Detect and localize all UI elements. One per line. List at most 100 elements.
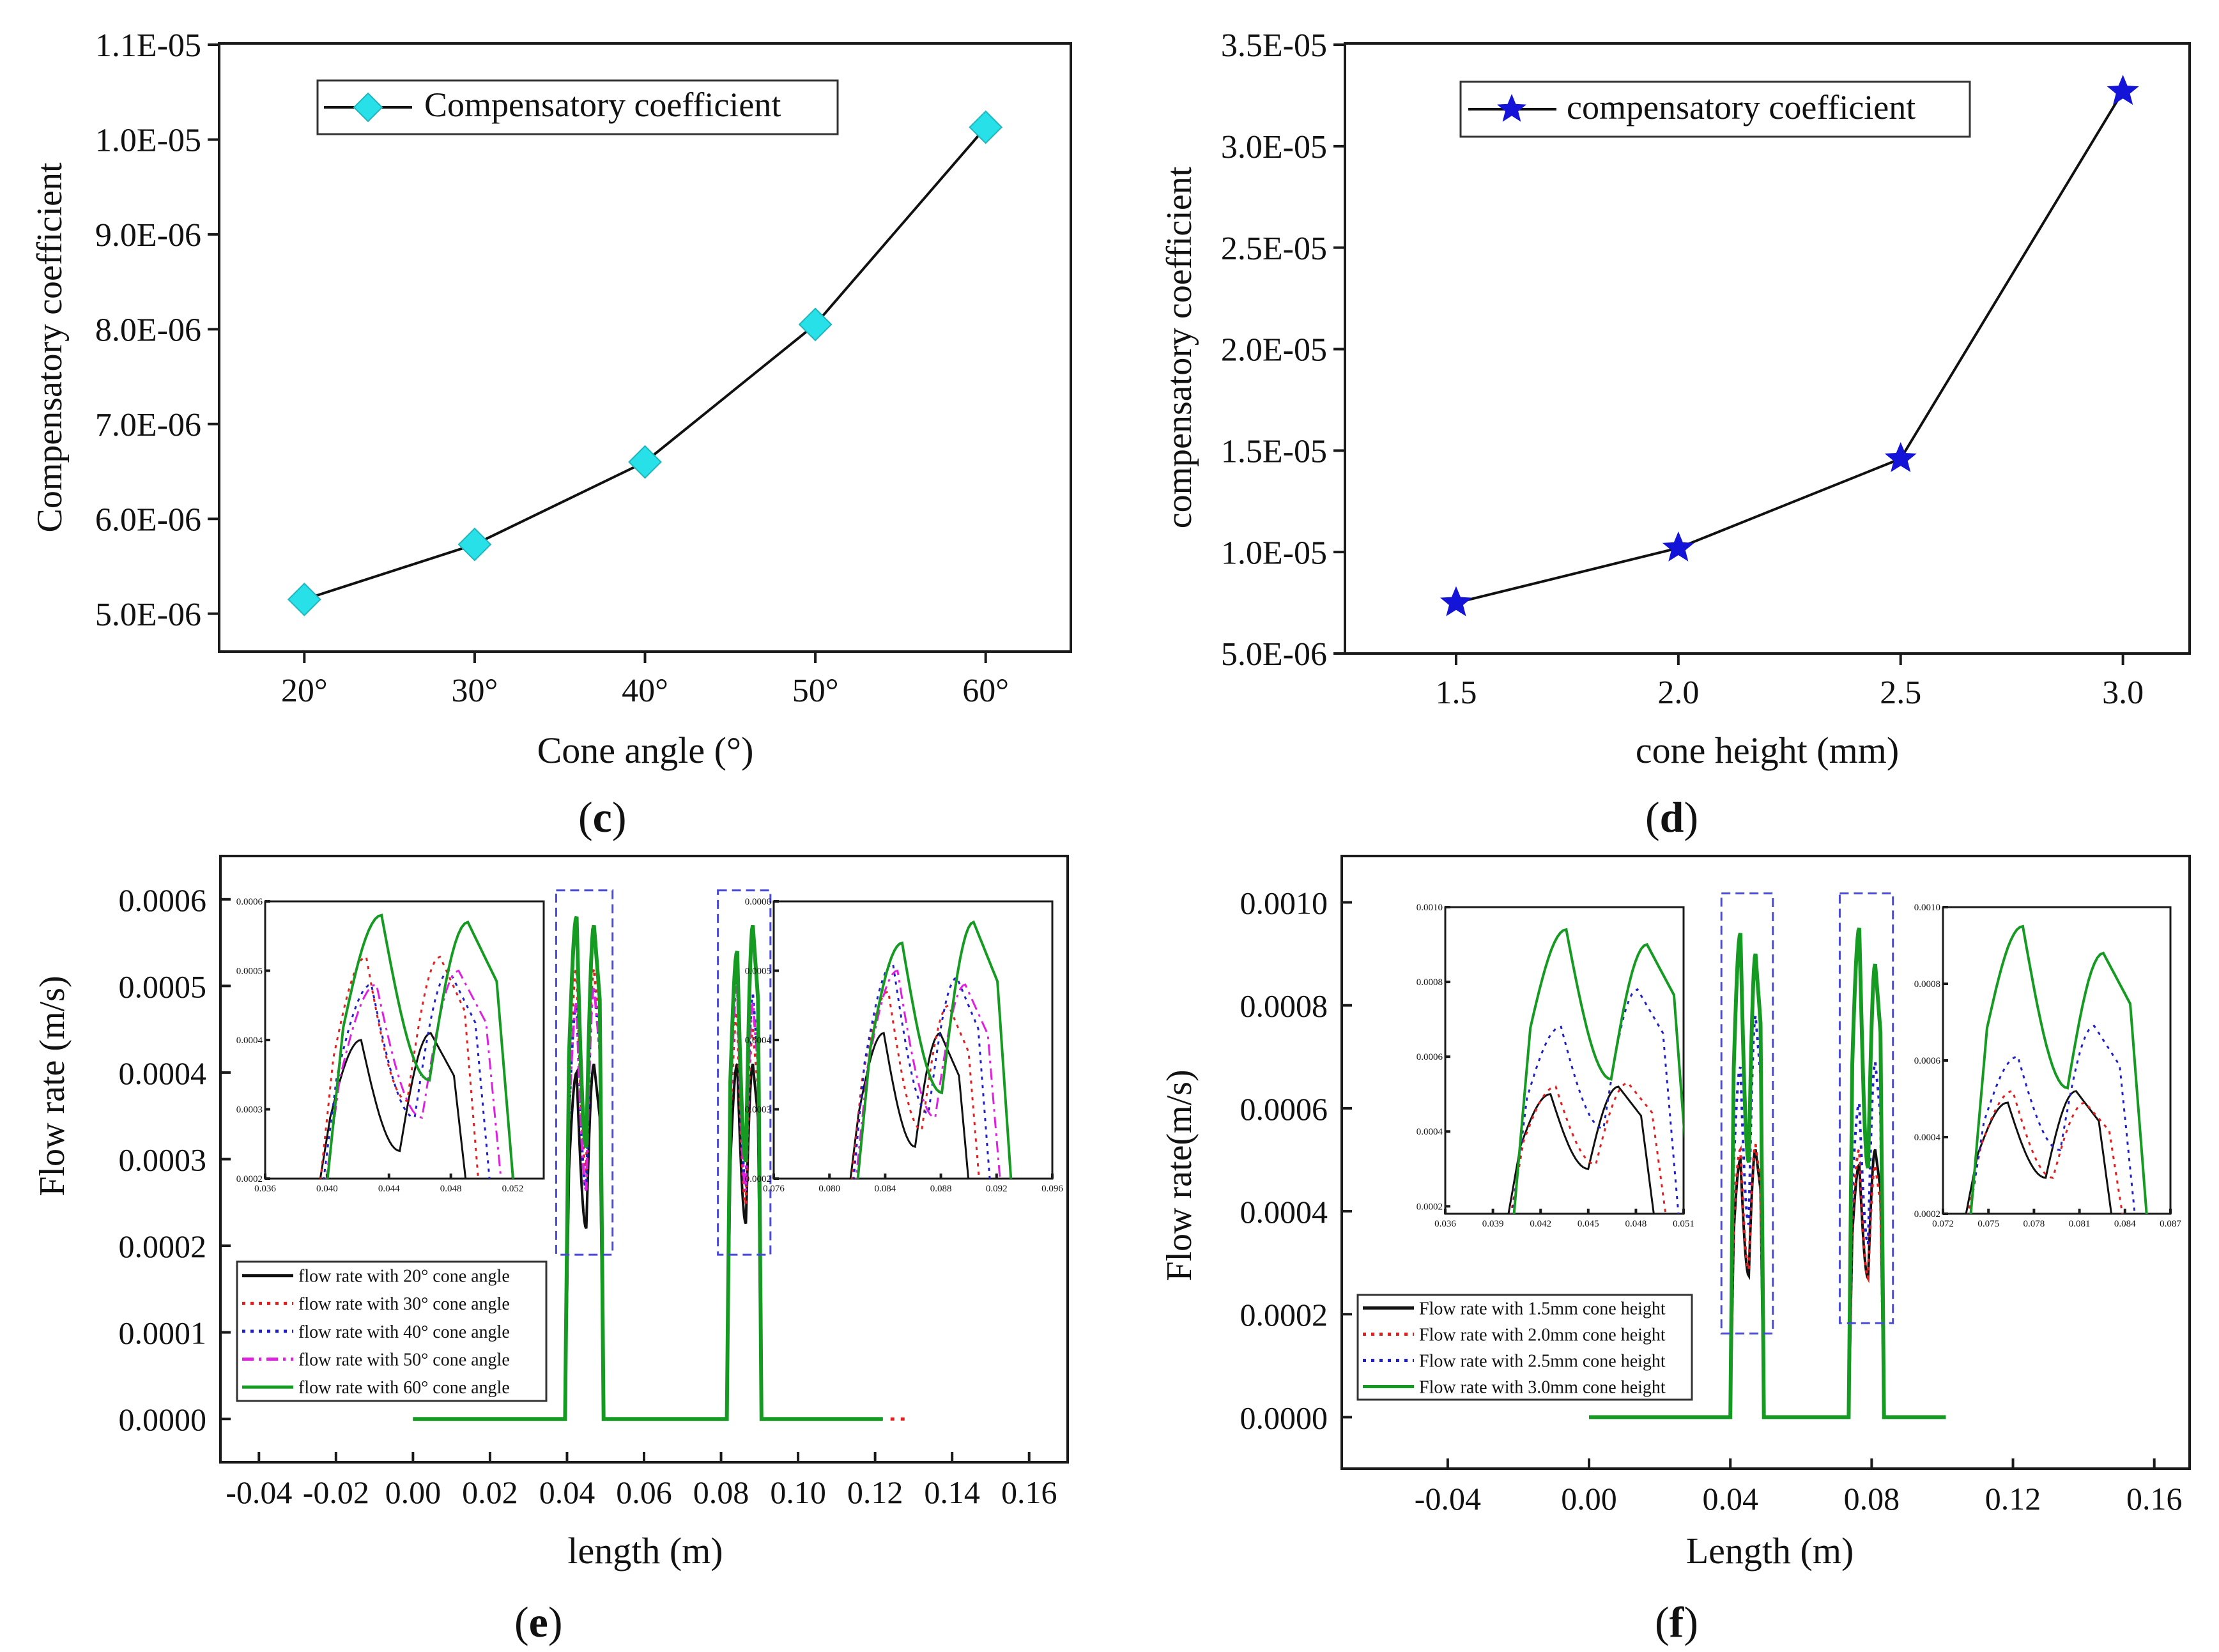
chart-f-inset-series-line (1507, 1085, 1655, 1214)
chart-e-inset-y-tick-label: 0.0003 (236, 1105, 263, 1115)
chart-e-inset-y-tick-label: 0.0006 (745, 897, 772, 907)
chart-f-x-axis-title: Length (m) (1686, 1530, 1854, 1572)
chart-f-inset-x-tick-label: 0.039 (1482, 1219, 1504, 1229)
chart-e-inset-x-tick-label: 0.088 (930, 1184, 952, 1194)
chart-d-x-ticks: 1.5 2.0 2.5 3.0 (1435, 654, 2144, 711)
chart-c-markers (287, 110, 1003, 616)
chart-f: 0.0000 0.0002 0.0004 0.0006 0.0008 0.0010 -0.… (1160, 855, 2191, 1646)
chart-e-inset-x-tick-label: 0.096 (1041, 1184, 1063, 1194)
chart-f-series-line (1589, 927, 1946, 1419)
chart-e-series-lines (413, 915, 906, 1421)
chart-c-panel-letter: c (593, 793, 612, 841)
chart-f-series-lines (1589, 927, 1946, 1419)
chart-e-y-ticks: 0.0000 0.0001 0.0002 0.0003 0.0004 0.0005 0.00… (119, 882, 231, 1437)
chart-d-y-tick-label: 5.0E-06 (1221, 636, 1327, 673)
chart-f-inset-x-tick-label: 0.042 (1530, 1219, 1551, 1229)
chart-c-x-tick-label: 20° (281, 673, 328, 709)
chart-e-inset-1: 0.0002 0.0003 0.0004 0.0005 0.0006 0.036 0.040… (236, 897, 545, 1194)
chart-e-legend-label: flow rate with 30° cone angle (298, 1294, 510, 1314)
chart-d-y-ticks: 5.0E-06 1.0E-05 1.5E-05 2.0E-05 2.5E-05 3.0E-… (1221, 27, 1345, 673)
chart-e-inset-x-tick-label: 0.048 (440, 1184, 462, 1194)
chart-d-legend-label: compensatory coefficient (1567, 88, 1916, 126)
chart-d-panel-label: (d) (1645, 793, 1698, 841)
chart-c-data-point (457, 527, 492, 562)
chart-f-x-ticks: -0.04 0.00 0.04 0.08 0.12 0.16 (1415, 1458, 2182, 1517)
chart-c-series-lines (303, 126, 987, 601)
chart-e-inset-x-tick-label: 0.052 (502, 1184, 524, 1194)
chart-f-inset-1: 0.0002 0.0004 0.0006 0.0008 0.0010 0.036 0.039… (1417, 903, 1694, 1229)
chart-e-y-tick-label: 0.0002 (119, 1228, 207, 1264)
chart-e-x-tick-label: 0.04 (539, 1474, 595, 1510)
chart-f-legend-label: Flow rate with 1.5mm cone height (1419, 1299, 1666, 1319)
chart-d-series-line (1455, 91, 2124, 604)
chart-f-panel-label: (f) (1655, 1598, 1698, 1646)
chart-f-inset-y-tick-label: 0.0006 (1417, 1052, 1443, 1062)
chart-e-y-tick-label: 0.0006 (119, 882, 207, 918)
chart-c-y-ticks: 5.0E-06 6.0E-06 7.0E-06 8.0E-06 9.0E-06 1.0E-… (95, 27, 219, 633)
chart-f-inset-y-tick-label: 0.0006 (1914, 1056, 1941, 1066)
chart-f-inset-y-tick-label: 0.0004 (1914, 1133, 1941, 1143)
chart-c-x-tick-label: 30° (452, 673, 498, 709)
chart-e-inset-series-line (856, 920, 1013, 1179)
chart-e-inset-y-tick-label: 0.0005 (745, 967, 771, 977)
chart-d-y-tick-label: 2.5E-05 (1221, 231, 1327, 267)
chart-e-inset-2: 0.0002 0.0003 0.0004 0.0005 0.0006 0.076 0.080… (745, 897, 1064, 1194)
chart-f-y-ticks: 0.0000 0.0002 0.0004 0.0006 0.0008 0.0010 (1240, 885, 1352, 1435)
chart-c-y-tick-label: 8.0E-06 (95, 312, 201, 349)
chart-c-y-tick-label: 7.0E-06 (95, 407, 201, 443)
chart-c-x-tick-label: 60° (962, 673, 1009, 709)
chart-c-y-tick-label: 9.0E-06 (95, 217, 201, 254)
chart-f-inset-y-tick-label: 0.0010 (1914, 903, 1940, 913)
chart-f-y-tick-label: 0.0004 (1240, 1194, 1328, 1230)
chart-f-inset-x-tick-label: 0.036 (1434, 1219, 1456, 1229)
chart-d-y-tick-label: 2.0E-05 (1221, 332, 1327, 369)
chart-e-inset-series-line (325, 969, 502, 1179)
chart-e-inset-x-tick-label: 0.044 (378, 1184, 400, 1194)
chart-d-series-lines (1455, 91, 2124, 604)
chart-e-x-tick-label: 0.06 (616, 1474, 672, 1510)
chart-f-zoom-regions (1720, 892, 1894, 1335)
chart-e-legend-label: flow rate with 50° cone angle (298, 1350, 510, 1370)
chart-f-zoom-region (1720, 892, 1774, 1335)
chart-e-inset-y-tick-label: 0.0004 (745, 1036, 772, 1046)
chart-c-panel-label: (c) (578, 793, 627, 841)
chart-f-legend-box (1356, 1294, 1693, 1401)
chart-d-y-tick-label: 3.5E-05 (1221, 27, 1327, 64)
chart-e-x-tick-label: 0.02 (462, 1474, 518, 1510)
chart-d-data-point (1884, 442, 1917, 473)
chart-e-y-axis-title: Flow rate (m/s) (33, 975, 72, 1196)
chart-e-x-tick-label: 0.08 (693, 1474, 749, 1510)
chart-f-inset-series-line (1969, 1025, 2136, 1214)
chart-e-inset-series-line (319, 955, 479, 1179)
chart-e-legend-label: flow rate with 40° cone angle (298, 1322, 510, 1342)
chart-d: 5.0E-06 1.0E-05 1.5E-05 2.0E-05 2.5E-05 3.0E-… (1160, 27, 2191, 841)
chart-e-x-tick-label: -0.04 (226, 1474, 292, 1510)
chart-d-x-tick-label: 3.0 (2102, 675, 2144, 711)
chart-c-y-tick-label: 5.0E-06 (95, 597, 201, 633)
chart-d-x-axis-title: cone height (mm) (1636, 730, 1899, 771)
chart-e-legend-box (236, 1260, 548, 1402)
chart-e-inset-x-tick-label: 0.076 (763, 1184, 785, 1194)
chart-f-x-tick-label: 0.08 (1844, 1481, 1900, 1517)
chart-c-x-axis-title: Cone angle (°) (537, 730, 754, 771)
chart-e-inset-y-tick-label: 0.0002 (745, 1174, 771, 1184)
chart-e-zoom-region (555, 889, 614, 1256)
chart-e-inset-x-tick-label: 0.036 (254, 1184, 276, 1194)
chart-e-x-tick-label: -0.02 (303, 1474, 369, 1510)
chart-e-legend-label: flow rate with 60° cone angle (298, 1378, 510, 1398)
chart-d-markers (1440, 75, 2139, 616)
chart-e-x-tick-label: 0.12 (847, 1474, 903, 1510)
chart-c-y-tick-label: 6.0E-06 (95, 501, 201, 538)
chart-f-legend: Flow rate with 1.5mm cone height Flow rat… (1356, 1294, 1693, 1401)
chart-f-inset-y-tick-label: 0.0008 (1417, 977, 1443, 988)
chart-e-inset-series-line (852, 962, 991, 1179)
chart-c-legend-diamond-marker (353, 92, 383, 123)
chart-f-y-tick-label: 0.0010 (1240, 885, 1328, 921)
chart-e-y-tick-label: 0.0003 (119, 1142, 207, 1178)
chart-e-legend-label: flow rate with 20° cone angle (298, 1267, 510, 1287)
chart-f-x-tick-label: 0.04 (1702, 1481, 1758, 1517)
chart-f-inset-series-line (1969, 924, 2148, 1214)
chart-e-y-tick-label: 0.0005 (119, 968, 207, 1004)
chart-e: 0.00000.00010.00020.00030.00040.00050.00… (33, 855, 1069, 1646)
